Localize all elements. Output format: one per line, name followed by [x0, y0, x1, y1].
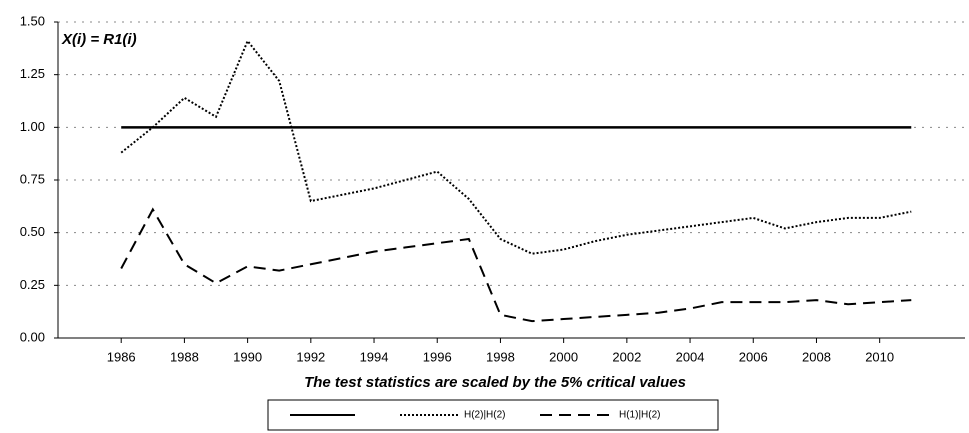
x-tick-label: 1992 [296, 349, 325, 364]
x-tick-label: 1994 [360, 349, 389, 364]
legend-box [267, 399, 719, 431]
x-axis-label: The test statistics are scaled by the 5%… [304, 374, 686, 391]
y-tick-label: 1.50 [20, 13, 45, 28]
x-tick-label: 2002 [612, 349, 641, 364]
series-line [120, 39, 912, 255]
x-tick-label: 2004 [676, 349, 705, 364]
x-tick-label: 1990 [233, 349, 262, 364]
x-tick-label: 2010 [865, 349, 894, 364]
x-tick-label: 2006 [739, 349, 768, 364]
x-tick-label: 1998 [486, 349, 515, 364]
legend-label: H(2)|H(2) [464, 410, 505, 421]
y-tick-label: 1.25 [20, 66, 45, 81]
annotation: X(i) = R1(i) [61, 31, 137, 48]
y-tick-label: 0.00 [20, 329, 45, 344]
y-tick-label: 1.00 [20, 119, 45, 134]
x-tick-label: 1986 [107, 349, 136, 364]
y-tick-label: 0.25 [20, 277, 45, 292]
x-tick-label: 2000 [549, 349, 578, 364]
x-tick-label: 1988 [170, 349, 199, 364]
legend-label: H(1)|H(2) [619, 410, 660, 421]
y-tick-label: 0.75 [20, 171, 45, 186]
x-tick-label: 2008 [802, 349, 831, 364]
x-tick-label: 1996 [423, 349, 452, 364]
y-tick-label: 0.50 [20, 224, 45, 239]
series-line [120, 207, 912, 323]
